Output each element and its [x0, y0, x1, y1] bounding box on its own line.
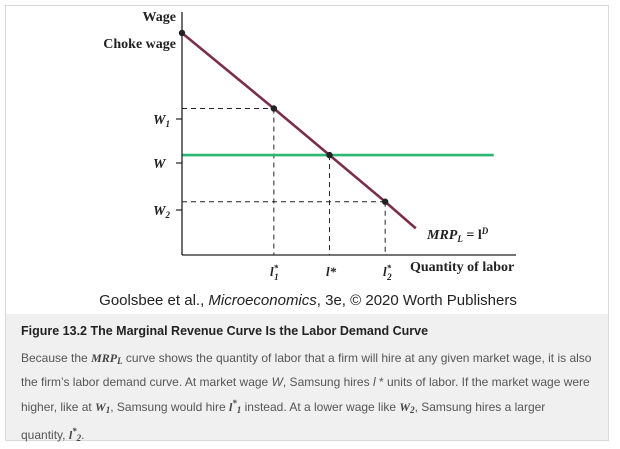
- y-tick-label-w2: W2: [153, 204, 170, 220]
- figure-caption: Figure 13.2 The Marginal Revenue Curve I…: [6, 314, 608, 443]
- mrp-demand-curve: [181, 31, 417, 230]
- y-tick-label-choke: Choke wage: [103, 37, 176, 52]
- y-tick-label-w1: W1: [153, 113, 170, 129]
- mrp-curve-label: MRPL = lD: [426, 226, 489, 244]
- labor-demand-chart: Wage Choke wage W1 W W2 l* 1 l* l* 2 Quant…: [103, 10, 516, 282]
- caption-title: Figure 13.2 The Marginal Revenue Curve I…: [21, 324, 429, 338]
- y-axis-label: Wage: [143, 10, 176, 25]
- figure-credit: Goolsbee et al., Microeconomics, 3e, © 2…: [99, 292, 517, 309]
- caption-body: Because the MRPL curve shows the quantit…: [21, 351, 592, 443]
- x-axis-label: Quantity of labor: [410, 260, 514, 275]
- y-tick-label-w: W: [153, 157, 167, 172]
- data-point-3: [381, 198, 389, 205]
- x-tick-label-l: l*: [326, 264, 337, 279]
- x-tick-label-l2: l* 2: [383, 263, 392, 282]
- figure-frame: Wage Choke wage W1 W W2 l* 1 l* l* 2 Quant…: [5, 5, 609, 443]
- x-tick-label-l1: l* 1: [270, 263, 279, 282]
- data-point-2: [326, 151, 333, 159]
- data-point-1: [270, 105, 278, 112]
